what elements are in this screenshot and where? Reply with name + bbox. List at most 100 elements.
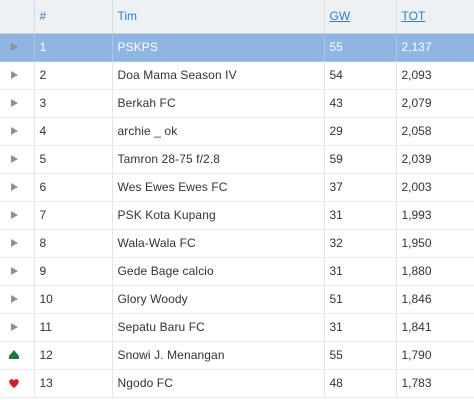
team-cell[interactable]: Wala-Wala FC xyxy=(112,229,325,258)
team-name[interactable]: Snowi J. Menangan xyxy=(117,348,225,362)
rank-value: 8 xyxy=(39,236,47,250)
movement-cell xyxy=(0,89,35,118)
table-row[interactable]: 5 Tamron 28-75 f/2.8 59 2,039 xyxy=(0,145,474,174)
table-body: 1 PSKPS 55 2,137 2 Doa Mama Season IV 54 2,093 3… xyxy=(0,33,474,398)
tot-cell: 1,846 xyxy=(396,285,474,314)
team-name[interactable]: Tamron 28-75 f/2.8 xyxy=(117,152,221,166)
team-cell[interactable]: Glory Woody xyxy=(112,285,325,314)
gw-cell: 59 xyxy=(324,145,397,174)
team-name[interactable]: Ngodo FC xyxy=(117,376,173,390)
rank-cell: 4 xyxy=(34,117,113,146)
table-row[interactable]: 7 PSK Kota Kupang 31 1,993 xyxy=(0,201,474,230)
tot-cell: 1,880 xyxy=(396,257,474,286)
table-row[interactable]: 3 Berkah FC 43 2,079 xyxy=(0,89,474,118)
gw-cell: 31 xyxy=(324,313,397,342)
team-cell[interactable]: Sepatu Baru FC xyxy=(112,313,325,342)
header-gw[interactable]: GW xyxy=(324,0,397,34)
team-cell[interactable]: Ngodo FC xyxy=(112,369,325,398)
team-name[interactable]: Sepatu Baru FC xyxy=(117,320,205,334)
tot-cell: 2,137 xyxy=(396,33,474,62)
header-tot[interactable]: TOT xyxy=(396,0,474,34)
table-row[interactable]: 4 archie _ ok 29 2,058 xyxy=(0,117,474,146)
gw-cell: 54 xyxy=(324,61,397,90)
table-row[interactable]: 2 Doa Mama Season IV 54 2,093 xyxy=(0,61,474,90)
rank-value: 13 xyxy=(39,376,53,390)
movement-same-icon xyxy=(7,96,21,110)
movement-cell xyxy=(0,61,35,90)
movement-cell xyxy=(0,173,35,202)
team-name[interactable]: Gede Bage calcio xyxy=(117,264,214,278)
team-cell[interactable]: Tamron 28-75 f/2.8 xyxy=(112,145,325,174)
gw-points: 48 xyxy=(329,376,343,390)
rank-cell: 6 xyxy=(34,173,113,202)
sort-gw-link[interactable]: GW xyxy=(329,9,351,24)
team-name[interactable]: Berkah FC xyxy=(117,96,176,110)
rank-cell: 1 xyxy=(34,33,113,62)
total-points: 1,790 xyxy=(401,348,432,362)
total-points: 1,993 xyxy=(401,208,432,222)
movement-cell xyxy=(0,341,35,370)
team-name[interactable]: Glory Woody xyxy=(117,292,188,306)
movement-same-icon xyxy=(7,320,21,334)
team-name[interactable]: archie _ ok xyxy=(117,124,178,138)
rank-value: 1 xyxy=(39,40,47,54)
gw-points: 54 xyxy=(329,68,343,82)
total-points: 2,039 xyxy=(401,152,432,166)
table-row[interactable]: 11 Sepatu Baru FC 31 1,841 xyxy=(0,313,474,342)
total-points: 2,079 xyxy=(401,96,432,110)
movement-cell xyxy=(0,369,35,398)
total-points: 2,058 xyxy=(401,124,432,138)
table-row[interactable]: 13 Ngodo FC 48 1,783 xyxy=(0,369,474,398)
movement-cell xyxy=(0,229,35,258)
team-cell[interactable]: PSK Kota Kupang xyxy=(112,201,325,230)
team-cell[interactable]: Gede Bage calcio xyxy=(112,257,325,286)
rank-cell: 11 xyxy=(34,313,113,342)
tot-cell: 1,783 xyxy=(396,369,474,398)
gw-points: 31 xyxy=(329,264,343,278)
gw-cell: 32 xyxy=(324,229,397,258)
total-points: 1,880 xyxy=(401,264,432,278)
rank-cell: 9 xyxy=(34,257,113,286)
table-row[interactable]: 1 PSKPS 55 2,137 xyxy=(0,33,474,62)
movement-same-icon xyxy=(7,264,21,278)
movement-cell xyxy=(0,201,35,230)
team-name[interactable]: Wes Ewes Ewes FC xyxy=(117,180,228,194)
table-row[interactable]: 9 Gede Bage calcio 31 1,880 xyxy=(0,257,474,286)
team-cell[interactable]: PSKPS xyxy=(112,33,325,62)
team-cell[interactable]: Doa Mama Season IV xyxy=(112,61,325,90)
table-row[interactable]: 10 Glory Woody 51 1,846 xyxy=(0,285,474,314)
rank-value: 10 xyxy=(39,292,53,306)
tot-cell: 1,790 xyxy=(396,341,474,370)
gw-cell: 29 xyxy=(324,117,397,146)
table-row[interactable]: 8 Wala-Wala FC 32 1,950 xyxy=(0,229,474,258)
rank-cell: 2 xyxy=(34,61,113,90)
team-cell[interactable]: Berkah FC xyxy=(112,89,325,118)
table-row[interactable]: 6 Wes Ewes Ewes FC 37 2,003 xyxy=(0,173,474,202)
tot-cell: 1,993 xyxy=(396,201,474,230)
total-points: 2,003 xyxy=(401,180,432,194)
tot-cell: 1,841 xyxy=(396,313,474,342)
team-cell[interactable]: Wes Ewes Ewes FC xyxy=(112,173,325,202)
rank-value: 6 xyxy=(39,180,47,194)
team-name[interactable]: PSK Kota Kupang xyxy=(117,208,216,222)
gw-points: 55 xyxy=(329,348,343,362)
gw-points: 32 xyxy=(329,236,343,250)
sort-tot-link[interactable]: TOT xyxy=(401,9,426,24)
team-name[interactable]: Wala-Wala FC xyxy=(117,236,196,250)
team-cell[interactable]: Snowi J. Menangan xyxy=(112,341,325,370)
team-cell[interactable]: archie _ ok xyxy=(112,117,325,146)
total-points: 1,783 xyxy=(401,376,432,390)
rank-value: 2 xyxy=(39,68,47,82)
gw-cell: 37 xyxy=(324,173,397,202)
gw-points: 37 xyxy=(329,180,343,194)
tot-cell: 2,079 xyxy=(396,89,474,118)
table-row[interactable]: 12 Snowi J. Menangan 55 1,790 xyxy=(0,341,474,370)
rank-value: 12 xyxy=(39,348,53,362)
rank-value: 5 xyxy=(39,152,47,166)
total-points: 1,950 xyxy=(401,236,432,250)
team-name[interactable]: PSKPS xyxy=(117,40,159,54)
gw-cell: 31 xyxy=(324,257,397,286)
rank-cell: 7 xyxy=(34,201,113,230)
team-name[interactable]: Doa Mama Season IV xyxy=(117,68,237,82)
rank-value: 3 xyxy=(39,96,47,110)
